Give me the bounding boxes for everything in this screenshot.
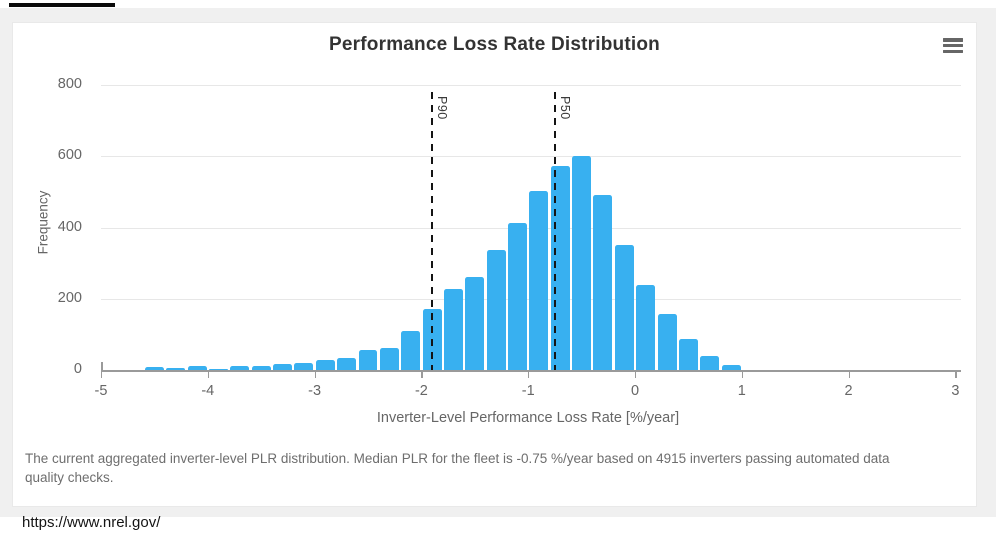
source-url: https://www.nrel.gov/ bbox=[22, 514, 161, 531]
histogram-bar[interactable] bbox=[486, 249, 506, 370]
x-tick-label: 0 bbox=[630, 383, 640, 399]
x-axis-tick bbox=[207, 371, 210, 378]
percentile-plotline bbox=[430, 92, 434, 370]
histogram-bar[interactable] bbox=[465, 276, 485, 370]
x-tick-label: -4 bbox=[201, 383, 215, 399]
histogram-bar[interactable] bbox=[230, 365, 250, 370]
histogram-bar[interactable] bbox=[721, 365, 741, 370]
x-tick-label: 1 bbox=[737, 383, 746, 399]
x-tick-label: -3 bbox=[308, 383, 322, 399]
histogram-bar[interactable] bbox=[209, 368, 228, 370]
hamburger-menu-icon[interactable] bbox=[939, 36, 967, 58]
histogram-bar[interactable] bbox=[294, 362, 314, 370]
y-gridline bbox=[101, 85, 961, 86]
percentile-label: P90 bbox=[435, 96, 450, 120]
x-axis-tick bbox=[314, 371, 316, 378]
x-tick-label: -1 bbox=[521, 383, 535, 399]
x-axis-tick bbox=[101, 371, 103, 378]
histogram-bar[interactable] bbox=[443, 288, 463, 370]
y-axis-title: Frequency bbox=[35, 190, 51, 255]
x-axis-tick bbox=[848, 371, 850, 378]
x-axis-tick bbox=[528, 371, 530, 378]
histogram-bar[interactable] bbox=[144, 367, 164, 370]
y-tick-label: 400 bbox=[57, 218, 82, 235]
hamburger-bar bbox=[943, 44, 963, 48]
histogram-bar[interactable] bbox=[358, 350, 378, 370]
y-tick-label: 800 bbox=[57, 76, 82, 92]
percentile-label: P50 bbox=[557, 96, 572, 120]
x-tick-label: -5 bbox=[94, 383, 108, 399]
histogram-bar[interactable] bbox=[187, 366, 207, 370]
histogram-bar[interactable] bbox=[529, 191, 549, 370]
histogram-bar[interactable] bbox=[379, 347, 399, 370]
histogram-bar[interactable] bbox=[657, 313, 677, 370]
x-axis-title: Inverter-Level Performance Loss Rate [%/… bbox=[376, 410, 680, 426]
x-axis-tick bbox=[421, 371, 423, 378]
histogram-bar[interactable] bbox=[273, 364, 293, 370]
y-tick-label: 600 bbox=[57, 147, 82, 164]
chart-title: Performance Loss Rate Distribution bbox=[329, 34, 660, 55]
histogram-bar[interactable] bbox=[401, 330, 421, 370]
percentile-plotline bbox=[553, 92, 557, 370]
histogram-bar[interactable] bbox=[337, 357, 357, 370]
hamburger-bar bbox=[943, 38, 963, 42]
y-gridline bbox=[101, 156, 961, 158]
histogram-bar[interactable] bbox=[572, 156, 592, 370]
hamburger-bar bbox=[943, 49, 963, 54]
histogram-bar[interactable] bbox=[315, 360, 335, 370]
histogram-bar[interactable] bbox=[678, 339, 698, 370]
y-tick-label: 0 bbox=[73, 361, 82, 377]
histogram-bar[interactable] bbox=[636, 284, 656, 370]
x-axis-tick bbox=[741, 371, 744, 378]
histogram-bar[interactable] bbox=[593, 195, 613, 370]
histogram-bar[interactable] bbox=[166, 368, 186, 370]
y-tick-label: 200 bbox=[57, 289, 82, 306]
histogram-bar[interactable] bbox=[508, 222, 527, 370]
top-left-black-bar bbox=[9, 3, 115, 7]
x-tick-label: -2 bbox=[414, 383, 428, 399]
histogram-bar[interactable] bbox=[251, 365, 271, 370]
axis-left-stem bbox=[101, 362, 103, 370]
x-tick-label: 2 bbox=[844, 383, 853, 399]
histogram-bar[interactable] bbox=[614, 245, 634, 370]
x-axis-tick bbox=[635, 371, 637, 378]
x-axis-tick bbox=[955, 371, 957, 378]
chart-caption: The current aggregated inverter-level PL… bbox=[25, 451, 890, 485]
x-tick-label: 3 bbox=[951, 383, 960, 399]
x-axis-line bbox=[101, 370, 961, 372]
histogram-bar[interactable] bbox=[700, 356, 720, 370]
